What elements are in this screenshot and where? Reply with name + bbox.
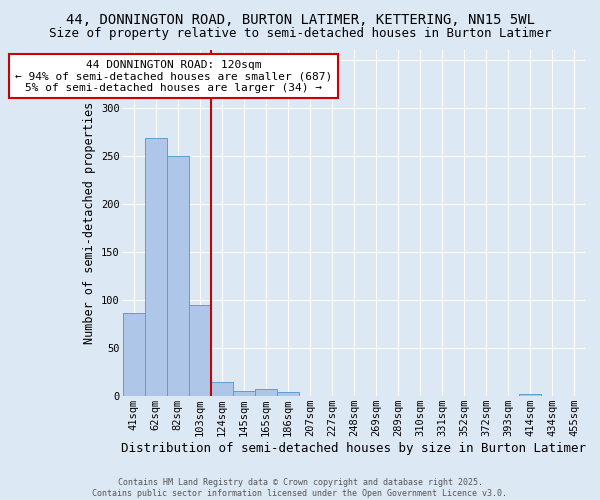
Y-axis label: Number of semi-detached properties: Number of semi-detached properties <box>83 102 95 344</box>
Bar <box>255 390 277 396</box>
Text: Size of property relative to semi-detached houses in Burton Latimer: Size of property relative to semi-detach… <box>49 28 551 40</box>
Bar <box>519 394 541 396</box>
X-axis label: Distribution of semi-detached houses by size in Burton Latimer: Distribution of semi-detached houses by … <box>121 442 586 455</box>
Bar <box>211 382 233 396</box>
Bar <box>122 312 145 396</box>
Bar <box>145 138 167 396</box>
Text: 44 DONNINGTON ROAD: 120sqm
← 94% of semi-detached houses are smaller (687)
5% of: 44 DONNINGTON ROAD: 120sqm ← 94% of semi… <box>15 60 332 93</box>
Text: 44, DONNINGTON ROAD, BURTON LATIMER, KETTERING, NN15 5WL: 44, DONNINGTON ROAD, BURTON LATIMER, KET… <box>65 12 535 26</box>
Bar <box>167 156 189 396</box>
Bar <box>277 392 299 396</box>
Bar <box>189 305 211 396</box>
Bar <box>233 392 255 396</box>
Text: Contains HM Land Registry data © Crown copyright and database right 2025.
Contai: Contains HM Land Registry data © Crown c… <box>92 478 508 498</box>
